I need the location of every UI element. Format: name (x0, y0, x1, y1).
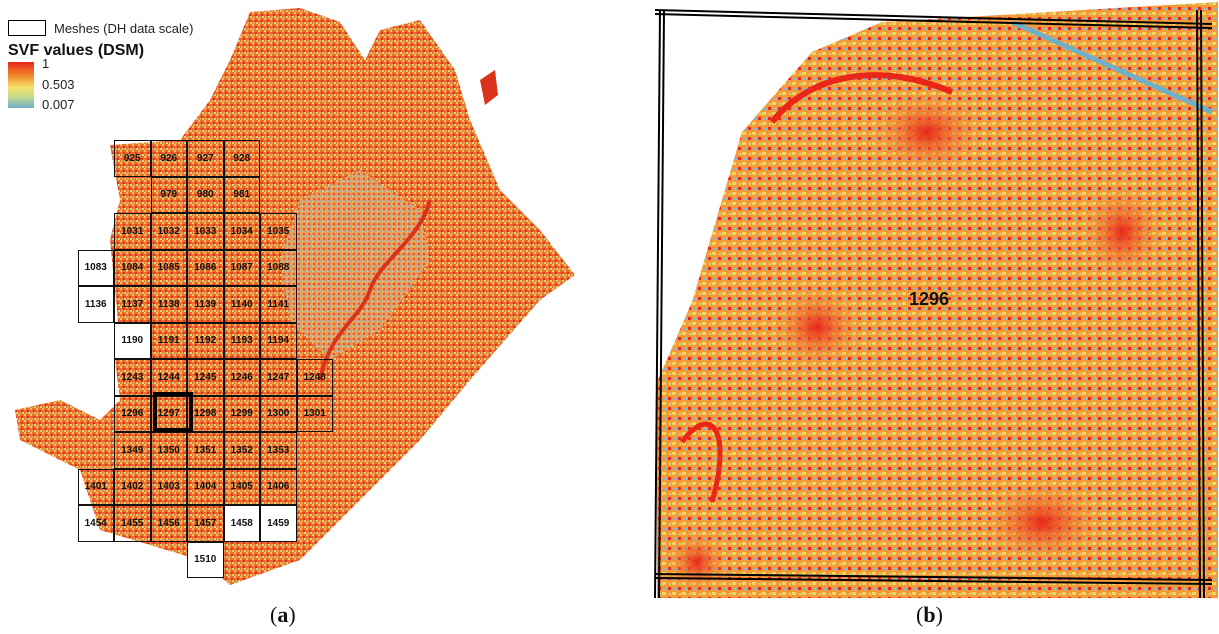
mesh-cell: 1301 (296, 395, 333, 432)
mesh-cell: 1296 (114, 395, 151, 432)
hotspot-southwest (667, 532, 727, 592)
mesh-cell: 1402 (114, 468, 151, 505)
mesh-cell: 1245 (187, 359, 224, 396)
mesh-cell: 1083 (77, 249, 114, 286)
road-line-2 (680, 421, 723, 503)
mesh-cell: 925 (114, 140, 151, 177)
mesh-cell: 1086 (187, 249, 224, 286)
mesh-cell: 1458 (223, 505, 260, 542)
road-line-3 (1010, 19, 1214, 115)
svf-overview-map (15, 8, 575, 585)
mesh-cell: 1351 (187, 432, 224, 469)
blue-district-shape (280, 170, 430, 360)
mesh-cell: 1034 (223, 213, 260, 250)
mesh-cell: 1136 (77, 286, 114, 323)
mesh-cell: 980 (187, 176, 224, 213)
mesh-cell: 1246 (223, 359, 260, 396)
mesh-cell: 1088 (260, 249, 297, 286)
legend-mesh-label: Meshes (DH data scale) (54, 20, 194, 36)
legend-mesh-item: Meshes (DH data scale) (8, 20, 228, 36)
mesh-cell: 1403 (150, 468, 187, 505)
mesh-cell: 1299 (223, 395, 260, 432)
svf-zoomed-map (654, 2, 1218, 598)
ramp-min-label: 0.007 (42, 97, 75, 112)
mesh-cell: 1244 (150, 359, 187, 396)
small-island-shape (480, 70, 498, 105)
mesh-cell: 1456 (150, 505, 187, 542)
mesh-cell: 1406 (260, 468, 297, 505)
selected-mesh-highlight (152, 391, 193, 432)
mesh-cell: 927 (187, 140, 224, 177)
caption-b: (b) (916, 602, 943, 627)
mesh-cell: 1300 (260, 395, 297, 432)
mesh-border-top (654, 9, 1213, 29)
ramp-max-label: 1 (42, 56, 50, 71)
hotspot-south (982, 482, 1102, 562)
panel-a-overview-map: Meshes (DH data scale) SVF values (DSM) … (0, 0, 600, 627)
mesh-cell: 1457 (187, 505, 224, 542)
mesh-cell: 1084 (114, 249, 151, 286)
mesh-cell: 1248 (296, 359, 333, 396)
road-line (769, 72, 954, 124)
mesh-cell: 1353 (260, 432, 297, 469)
mesh-border-left (654, 9, 665, 598)
mesh-cell: 1137 (114, 286, 151, 323)
mesh-cell: 1455 (114, 505, 151, 542)
mesh-cell: 1352 (223, 432, 260, 469)
mesh-cell: 1194 (260, 322, 297, 359)
mesh-cell: 979 (150, 176, 187, 213)
mesh-border-bottom (654, 573, 1213, 585)
hotspot-west (772, 287, 862, 367)
mesh-cell: 1404 (187, 468, 224, 505)
river-line (318, 199, 432, 381)
mesh-cell: 1141 (260, 286, 297, 323)
mesh-cell: 1405 (223, 468, 260, 505)
mesh-cell: 1031 (114, 213, 151, 250)
mesh-cell: 1033 (187, 213, 224, 250)
legend-color-ramp: 1 0.503 0.007 (8, 56, 228, 112)
zoom-area-shape (657, 2, 1218, 598)
mesh-cell: 1454 (77, 505, 114, 542)
mesh-cell: 1298 (187, 395, 224, 432)
mesh-cell: 928 (223, 140, 260, 177)
mesh-cell: 926 (150, 140, 187, 177)
mesh-cell: 1459 (260, 505, 297, 542)
mesh-cell: 1138 (150, 286, 187, 323)
map-legend: Meshes (DH data scale) SVF values (DSM) … (8, 20, 228, 112)
mesh-cell: 1510 (187, 541, 224, 578)
ramp-mid-label: 0.503 (42, 76, 75, 92)
mesh-cell: 1193 (223, 322, 260, 359)
mesh-cell: 1087 (223, 249, 260, 286)
mesh-border-right (1196, 9, 1205, 598)
mesh-cell: 1350 (150, 432, 187, 469)
mesh-cell: 1085 (150, 249, 187, 286)
hotspot-east (1082, 187, 1162, 277)
mesh-cell: 1035 (260, 213, 297, 250)
mesh-cell: 1191 (150, 322, 187, 359)
mesh-cell: 1032 (150, 213, 187, 250)
legend-title: SVF values (DSM) (8, 42, 145, 59)
color-ramp-bar (8, 62, 34, 108)
ramp-labels: 1 0.503 0.007 (42, 56, 75, 112)
mesh-swatch-icon (8, 20, 46, 36)
mesh-id-label: 1296 (909, 289, 950, 309)
mesh-cell: 1349 (114, 432, 151, 469)
mesh-cell: 1243 (114, 359, 151, 396)
mesh-cell: 1139 (187, 286, 224, 323)
mesh-cell: 981 (223, 176, 260, 213)
mesh-cell: 1401 (77, 468, 114, 505)
mesh-cell: 1140 (223, 286, 260, 323)
panel-b-zoomed-mesh: 1296 (652, 2, 1218, 598)
caption-a: (a) (270, 602, 296, 627)
mesh-cell: 1192 (187, 322, 224, 359)
hotspot-north (872, 92, 982, 172)
mesh-cell: 1247 (260, 359, 297, 396)
mesh-cell: 1190 (114, 322, 151, 359)
